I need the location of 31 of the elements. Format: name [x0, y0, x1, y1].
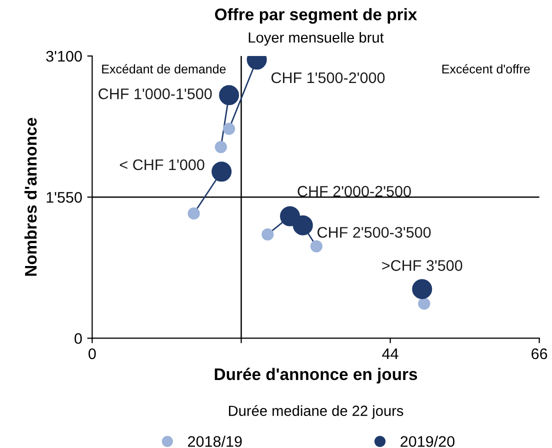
annotation: Excécent d'offre	[442, 64, 530, 74]
annotation: Excédant de demande	[102, 64, 226, 74]
text: Durée mediane de 22 jours	[228, 405, 404, 419]
chart-title: Offre par segment de prix	[215, 8, 418, 24]
x-tick-label: 0	[88, 348, 96, 360]
annotation: CHF 1'500-2'000	[271, 72, 385, 84]
annotation: CHF 2'000-2'500	[298, 186, 411, 197]
point	[412, 279, 432, 300]
point	[188, 207, 200, 220]
point	[418, 298, 430, 310]
point	[262, 228, 274, 241]
y-tick-label: 1'550	[46, 192, 82, 203]
annotation: CHF 2'500-3'500	[318, 226, 431, 238]
chart-subtitle: Loyer mensuelle brut	[248, 32, 384, 46]
annotation: < CHF 1'000	[120, 159, 204, 170]
annotation: >CHF 3'500	[382, 260, 462, 271]
point	[292, 215, 313, 236]
point	[219, 85, 240, 106]
point	[222, 122, 236, 135]
legend-label: 2018/19	[188, 436, 242, 447]
y-tick-label: 0	[74, 333, 82, 344]
x-axis-title: Durée d'annonce en jours	[214, 368, 418, 384]
x-tick-label: 44	[382, 348, 398, 360]
x-tick-label: 66	[532, 348, 548, 360]
point	[214, 140, 227, 154]
y-tick-label: 3'100	[46, 50, 82, 62]
legend-label: 2019/20	[400, 436, 454, 447]
point	[310, 240, 322, 252]
annotation: CHF 1'000-1'500	[98, 88, 212, 100]
point	[212, 162, 232, 182]
y-axis-title: Nombres d'annonce	[24, 118, 37, 276]
